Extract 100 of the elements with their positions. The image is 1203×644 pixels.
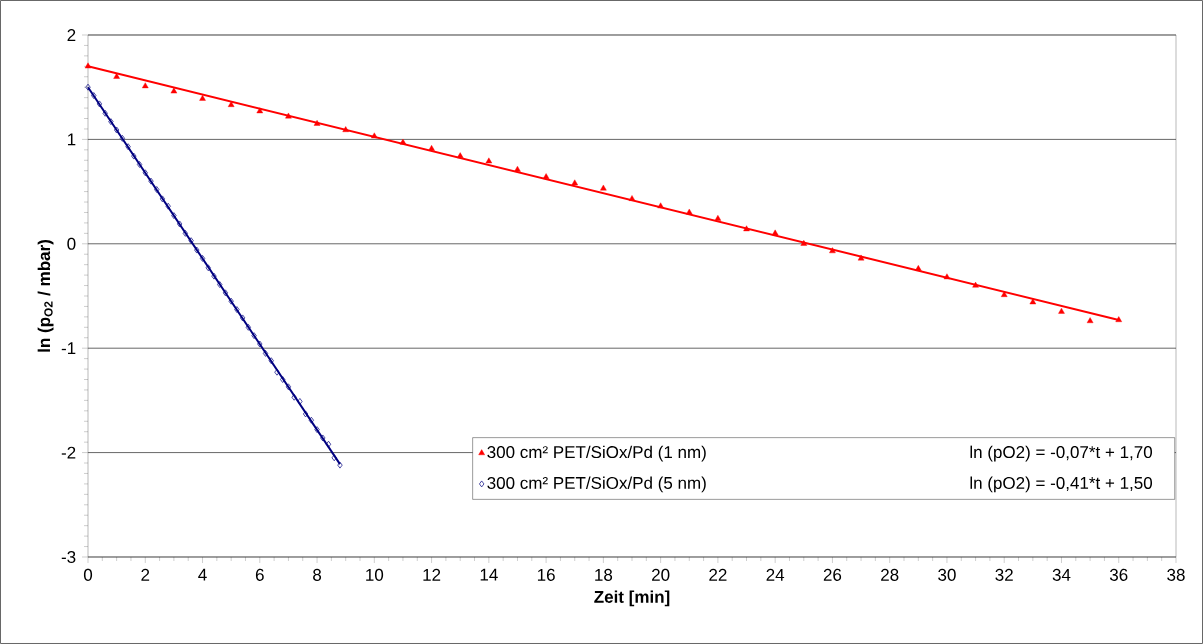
point — [256, 107, 264, 114]
x-tick-label: 36 — [1109, 568, 1128, 581]
x-tick-label: 20 — [652, 568, 670, 581]
point — [194, 246, 200, 254]
point — [314, 426, 320, 433]
legend-label: 300 cm² PET/SiOx/Pd (1 nm) — [487, 445, 706, 462]
point — [1086, 317, 1094, 323]
point — [771, 229, 779, 236]
point — [102, 109, 108, 117]
point — [313, 120, 321, 126]
point — [485, 157, 493, 164]
point — [1115, 316, 1122, 322]
point — [211, 272, 217, 280]
point — [159, 195, 166, 203]
point — [714, 215, 722, 221]
point — [514, 165, 521, 172]
point — [170, 87, 178, 94]
point — [743, 225, 750, 232]
x-tick-label: 34 — [1052, 568, 1071, 581]
x-tick-label: 18 — [595, 568, 613, 581]
annotation: ln (pO2) = -0,41*t + 1,50 — [970, 476, 1153, 493]
point — [571, 179, 578, 186]
point — [1000, 291, 1008, 297]
point — [308, 416, 314, 424]
point — [456, 152, 464, 159]
x-tick-label: 6 — [255, 568, 264, 581]
x-tick-label: 30 — [938, 568, 956, 581]
point — [136, 161, 143, 168]
point — [285, 383, 292, 391]
point — [399, 138, 407, 145]
point — [131, 152, 137, 160]
point — [428, 145, 435, 151]
x-tick-label: 22 — [709, 568, 727, 581]
y-axis-title: ln (p$_{O2}$ / mbar) — [37, 240, 54, 352]
point — [915, 265, 922, 271]
point — [1029, 298, 1037, 305]
point — [800, 240, 808, 246]
point — [113, 73, 120, 79]
point — [228, 297, 234, 305]
point — [280, 376, 286, 383]
point — [177, 220, 183, 228]
point — [257, 340, 263, 348]
point — [337, 461, 343, 469]
point — [331, 454, 337, 462]
point — [91, 92, 97, 99]
point — [291, 393, 297, 401]
x-tick-label: 26 — [823, 568, 842, 581]
point — [96, 100, 103, 108]
point — [114, 126, 120, 134]
x-tick-label: 10 — [366, 568, 384, 581]
point — [119, 135, 125, 142]
point — [1058, 307, 1065, 314]
point — [600, 184, 607, 191]
point — [342, 126, 349, 132]
point — [829, 247, 836, 254]
x-tick-label: 4 — [198, 568, 207, 581]
point — [222, 289, 229, 297]
point — [199, 94, 206, 101]
x-axis-title: Zeit [min] — [594, 590, 670, 607]
point — [217, 281, 223, 288]
point — [542, 173, 550, 179]
point — [268, 357, 274, 365]
point — [227, 101, 235, 107]
point — [205, 264, 211, 272]
legend-label: 300 cm² PET/SiOx/Pd (5 nm) — [487, 476, 706, 493]
x-tick-label: 16 — [537, 568, 555, 581]
point — [325, 440, 332, 448]
x-tick-label: 38 — [1167, 568, 1185, 581]
x-tick-label: 0 — [83, 568, 93, 581]
y-tick-label: -1 — [61, 342, 76, 355]
annotation: ln (pO2) = -0,07*t + 1,70 — [970, 445, 1153, 462]
point — [142, 82, 149, 89]
point — [182, 230, 188, 237]
y-tick-label: 2 — [67, 29, 76, 41]
point — [274, 368, 280, 376]
point — [234, 306, 240, 313]
point — [199, 255, 206, 262]
point — [857, 254, 865, 261]
point — [125, 143, 131, 151]
point — [188, 237, 194, 245]
point — [285, 112, 292, 119]
x-tick-label: 12 — [423, 568, 441, 581]
point — [251, 332, 257, 340]
point — [686, 208, 693, 215]
x-tick-label: 32 — [995, 568, 1013, 581]
point — [943, 273, 951, 280]
point — [240, 314, 246, 322]
x-tick-label: 24 — [766, 568, 785, 581]
point — [165, 202, 171, 210]
point — [148, 177, 154, 185]
y-tick-label: 1 — [67, 133, 76, 146]
y-tick-label: -3 — [61, 550, 76, 564]
x-tick-label: 8 — [313, 568, 322, 581]
point — [262, 350, 269, 357]
point — [972, 281, 979, 288]
point — [154, 186, 160, 193]
point — [84, 62, 92, 69]
x-tick-label: 28 — [881, 568, 899, 581]
y-tick-label: 0 — [67, 237, 76, 250]
point — [320, 434, 326, 442]
